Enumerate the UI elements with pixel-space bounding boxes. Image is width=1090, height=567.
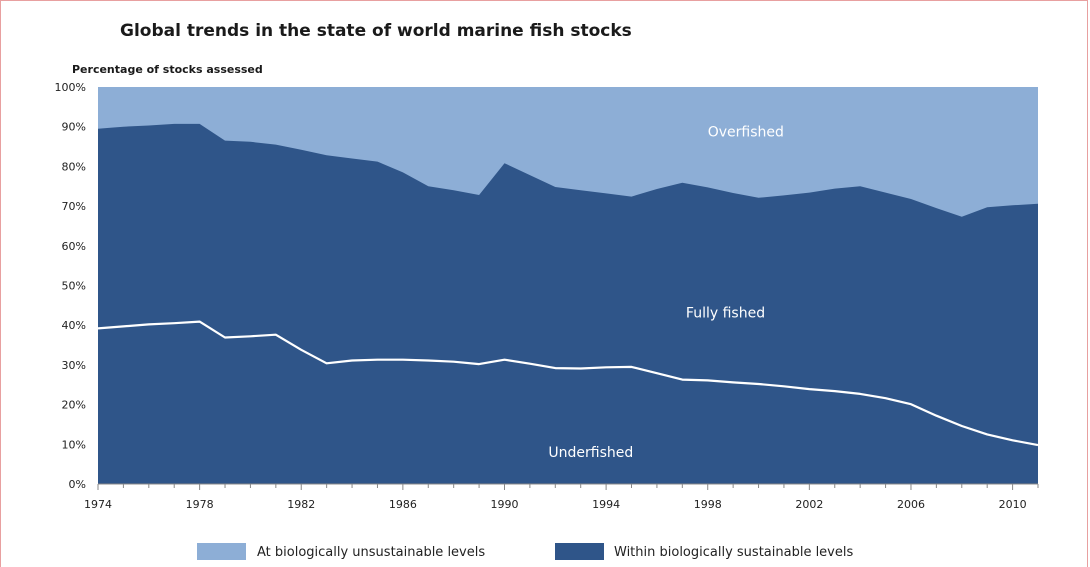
region-labels: Overfished Fully fished Underfished <box>548 125 783 461</box>
y-axis-label: Percentage of stocks assessed <box>72 63 263 76</box>
y-tick-label: 80% <box>62 160 86 173</box>
x-tick-label: 2002 <box>795 498 823 511</box>
x-tick-label: 2010 <box>999 498 1027 511</box>
y-tick-label: 50% <box>62 280 86 293</box>
x-tick-label: 1998 <box>694 498 722 511</box>
y-axis-ticks: 0% 10% 20% 30% 40% 50% 60% 70% 80% 90% 100% <box>55 81 86 491</box>
y-tick-label: 100% <box>55 81 86 94</box>
y-tick-label: 20% <box>62 399 86 412</box>
x-tick-label: 1978 <box>186 498 214 511</box>
region-label: Underfished <box>548 445 633 461</box>
legend-label-sustainable: Within biologically sustainable levels <box>614 545 853 560</box>
x-tick-label: 1994 <box>592 498 620 511</box>
x-tick-label: 1974 <box>84 498 112 511</box>
x-tick-label: 2006 <box>897 498 925 511</box>
x-tick-label: 1982 <box>287 498 315 511</box>
y-tick-label: 30% <box>62 359 86 372</box>
x-axis-ticks: 1974 1978 1982 1986 1990 1994 1998 2002 2006 2010 <box>84 483 1039 511</box>
legend-label-unsustainable: At biologically unsustainable levels <box>257 545 485 560</box>
y-tick-label: 70% <box>62 200 86 213</box>
legend-swatch-unsustainable <box>197 543 246 560</box>
y-tick-label: 0% <box>69 478 86 491</box>
region-label: Overfished <box>708 125 784 141</box>
y-tick-label: 40% <box>62 319 86 332</box>
chart-title: Global trends in the state of world mari… <box>120 21 632 41</box>
x-tick-label: 1986 <box>389 498 417 511</box>
underfished-boundary-line <box>97 320 1039 447</box>
region-label: Fully fished <box>686 305 765 321</box>
x-tick-label: 1990 <box>490 498 518 511</box>
legend-swatch-sustainable <box>555 543 604 560</box>
sustainable-area <box>98 123 1038 485</box>
legend: At biologically unsustainable levels Wit… <box>197 543 853 560</box>
y-tick-label: 60% <box>62 240 86 253</box>
plot-area <box>97 87 1039 485</box>
y-tick-label: 10% <box>62 438 86 451</box>
y-tick-label: 90% <box>62 121 86 134</box>
